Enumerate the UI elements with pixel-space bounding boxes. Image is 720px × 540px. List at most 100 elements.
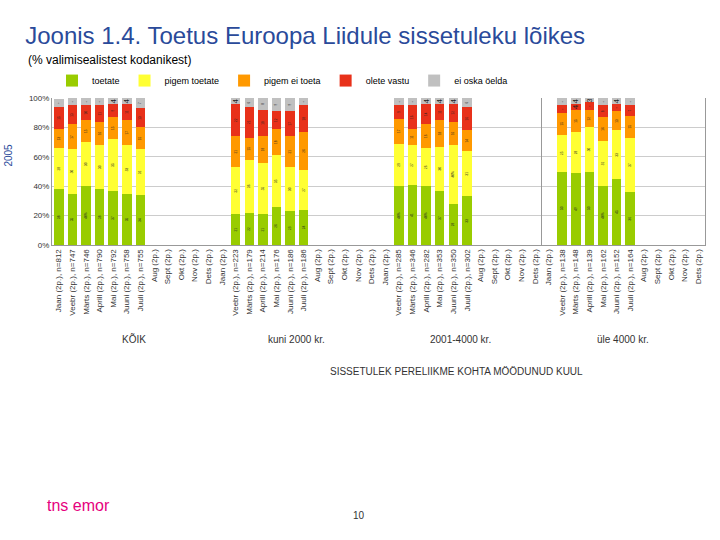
svg-text:7: 7 (138, 102, 142, 104)
svg-text:28: 28 (57, 167, 61, 171)
svg-text:3: 3 (586, 98, 593, 102)
svg-text:30: 30 (587, 148, 591, 152)
svg-text:12: 12 (587, 117, 591, 121)
svg-text:5: 5 (561, 100, 563, 102)
svg-text:16: 16 (601, 127, 605, 131)
svg-text:6: 6 (247, 101, 251, 103)
svg-text:41: 41 (410, 213, 414, 217)
svg-text:38: 38 (98, 215, 102, 219)
svg-text:15: 15 (560, 122, 564, 126)
svg-text:9: 9 (274, 104, 278, 106)
svg-text:31: 31 (138, 170, 142, 174)
svg-text:45: 45 (615, 210, 619, 214)
svg-text:15: 15 (84, 129, 88, 133)
svg-text:Aug (2p.): Aug (2p.) (313, 249, 322, 282)
svg-text:80%: 80% (33, 123, 49, 132)
svg-text:40%: 40% (397, 212, 401, 218)
svg-text:Juuli (2p.), n=755: Juuli (2p.), n=755 (136, 249, 145, 312)
svg-text:Juuni (2p.), n=186: Juuni (2p.), n=186 (286, 249, 295, 314)
svg-text:11: 11 (125, 110, 129, 113)
svg-text:Aug (2p.): Aug (2p.) (639, 249, 648, 282)
svg-text:Juuni (2p.), n=152: Juuni (2p.), n=152 (612, 249, 621, 314)
svg-text:5: 5 (85, 100, 87, 102)
svg-text:21: 21 (234, 228, 238, 232)
svg-text:16: 16 (451, 131, 455, 135)
svg-text:Joonis 1.4. Toetus Euroopa Lii: Joonis 1.4. Toetus Euroopa Liidule sisse… (25, 22, 585, 49)
svg-text:12: 12 (274, 118, 278, 122)
svg-text:26: 26 (424, 165, 428, 169)
svg-text:tns emor: tns emor (47, 497, 110, 514)
svg-text:15: 15 (57, 116, 61, 120)
svg-text:34: 34 (138, 218, 142, 222)
svg-text:9: 9 (288, 104, 292, 106)
svg-text:40%: 40% (451, 171, 455, 177)
svg-text:33: 33 (615, 153, 619, 157)
svg-text:33: 33 (465, 219, 469, 223)
svg-text:4: 4 (109, 98, 118, 103)
svg-text:Sept (2p.): Sept (2p.) (490, 249, 499, 284)
svg-text:21: 21 (288, 150, 292, 154)
svg-text:15: 15 (138, 137, 142, 141)
svg-text:40%: 40% (33, 182, 49, 191)
svg-text:37: 37 (111, 216, 115, 220)
svg-text:Nov (2p.): Nov (2p.) (680, 249, 689, 282)
svg-text:8: 8 (601, 110, 605, 112)
svg-text:Nov (2p.): Nov (2p.) (190, 249, 199, 282)
svg-text:13: 13 (57, 137, 61, 141)
svg-text:15: 15 (247, 147, 251, 151)
svg-text:olete vastu: olete vastu (366, 76, 410, 86)
svg-text:35: 35 (125, 217, 129, 221)
svg-text:11: 11 (410, 135, 414, 138)
svg-text:4: 4 (122, 98, 131, 103)
svg-text:21: 21 (247, 120, 251, 124)
svg-text:33: 33 (125, 167, 129, 171)
svg-text:31: 31 (601, 162, 605, 166)
svg-text:26: 26 (274, 224, 278, 228)
svg-text:5: 5 (57, 102, 59, 104)
svg-text:2005: 2005 (3, 144, 14, 167)
svg-text:17: 17 (70, 135, 74, 139)
svg-text:ei oska öelda: ei oska öelda (454, 76, 507, 86)
svg-text:5: 5 (561, 108, 563, 110)
svg-text:4: 4 (571, 98, 580, 103)
svg-text:Juuni (2p.), n=758: Juuni (2p.), n=758 (122, 249, 131, 314)
svg-text:35: 35 (70, 217, 74, 221)
svg-text:13: 13 (138, 116, 142, 120)
svg-text:49: 49 (574, 207, 578, 211)
svg-text:8: 8 (261, 103, 265, 105)
svg-text:Veebr (2p.), n=223: Veebr (2p.), n=223 (231, 249, 240, 316)
svg-text:27: 27 (302, 188, 306, 192)
svg-text:24: 24 (302, 225, 306, 229)
svg-text:37: 37 (438, 216, 442, 220)
svg-text:37: 37 (628, 163, 632, 167)
svg-text:Nov (2p.): Nov (2p.) (354, 249, 363, 282)
svg-text:22: 22 (247, 227, 251, 231)
svg-text:2001-4000 kr.: 2001-4000 kr. (430, 334, 491, 345)
svg-text:Juuli (2p.), n=164: Juuli (2p.), n=164 (626, 249, 635, 312)
svg-text:Aug (2p.): Aug (2p.) (150, 249, 159, 282)
svg-text:22: 22 (234, 118, 238, 122)
svg-text:Jaan (2p.): Jaan (2p.) (381, 249, 390, 285)
svg-text:5: 5 (411, 100, 413, 102)
svg-text:10: 10 (84, 111, 88, 115)
svg-text:50: 50 (560, 206, 564, 210)
svg-text:Aprill (2p.), n=214: Aprill (2p.), n=214 (258, 249, 267, 313)
svg-text:30: 30 (98, 165, 102, 169)
svg-text:40%: 40% (424, 212, 428, 218)
svg-text:30: 30 (70, 170, 74, 174)
svg-text:26: 26 (302, 149, 306, 153)
svg-text:17: 17 (397, 129, 401, 133)
svg-text:Mai (2p.), n=353: Mai (2p.), n=353 (435, 249, 444, 308)
svg-text:13: 13 (70, 113, 74, 117)
svg-text:28: 28 (451, 223, 455, 227)
svg-text:16: 16 (465, 117, 469, 121)
svg-text:Aprill (2p.), n=790: Aprill (2p.), n=790 (95, 249, 104, 313)
svg-text:üle 4000 kr.: üle 4000 kr. (597, 334, 649, 345)
svg-text:31: 31 (465, 172, 469, 176)
svg-text:30: 30 (438, 167, 442, 171)
svg-text:Veebr (2p.), n=285: Veebr (2p.), n=285 (395, 249, 404, 316)
svg-text:18: 18 (274, 140, 278, 144)
svg-text:4: 4 (231, 98, 240, 103)
svg-text:15: 15 (628, 125, 632, 129)
svg-text:Jaan (2p.): Jaan (2p.) (218, 249, 227, 285)
